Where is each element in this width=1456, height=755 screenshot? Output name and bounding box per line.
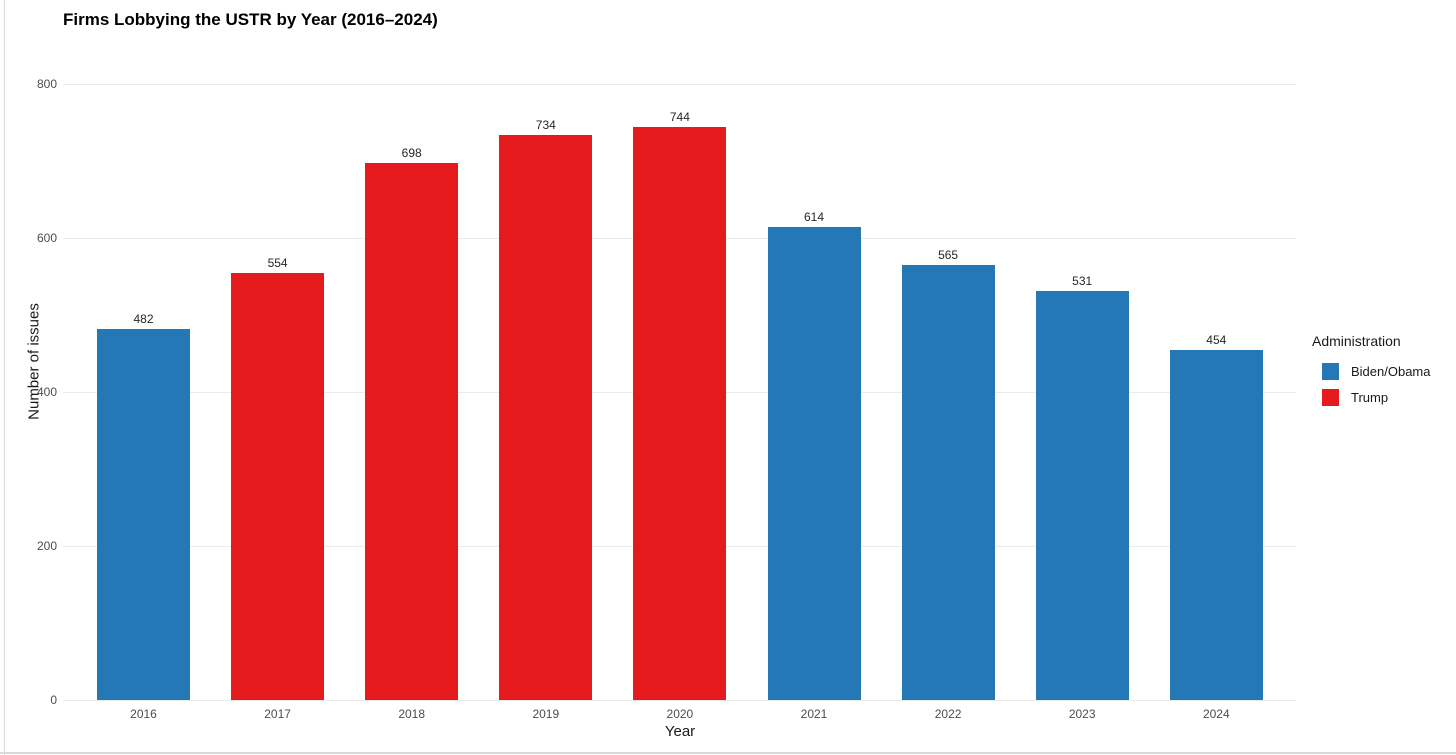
bar-value-label: 531	[1072, 274, 1093, 289]
bar-2017	[231, 273, 325, 700]
bar-value-label: 734	[535, 117, 556, 132]
x-tick-label-2022: 2022	[934, 707, 962, 721]
bar-2019	[499, 134, 593, 700]
x-tick-label-2017: 2017	[264, 707, 291, 721]
chart-title: Firms Lobbying the USTR by Year (2016–20…	[63, 10, 438, 29]
legend-swatch-trump-icon	[1322, 388, 1339, 406]
frame-left-border	[4, 0, 5, 755]
gridline-y-0	[63, 699, 1296, 701]
y-tick-label: 400	[36, 385, 57, 399]
bar-2018	[365, 162, 459, 700]
bar-2020	[633, 127, 727, 700]
bar-value-label: 614	[803, 210, 825, 225]
bar-value-label: 554	[267, 256, 288, 271]
legend-swatch-biden-obama-icon	[1322, 362, 1339, 380]
bar-2016	[97, 328, 190, 700]
x-tick-label-2016: 2016	[130, 707, 157, 721]
x-tick-label-2019: 2019	[532, 707, 560, 721]
bar-value-label: 565	[938, 247, 959, 262]
x-tick-label-2020: 2020	[666, 707, 694, 721]
bar-value-label: 482	[133, 311, 154, 326]
y-tick-label: 0	[50, 693, 57, 707]
x-axis-title: Year	[664, 723, 696, 740]
legend: Administration Biden/Obama Trump	[1312, 333, 1456, 410]
legend-item-label: Trump	[1351, 389, 1389, 405]
bar-2024	[1169, 350, 1263, 700]
x-tick-label-2024: 2024	[1202, 707, 1230, 721]
y-axis-title: Number of issues	[25, 303, 43, 420]
bar-value-label: 454	[1206, 333, 1227, 348]
x-tick-label-2023: 2023	[1068, 707, 1096, 721]
y-tick-label: 200	[36, 539, 57, 553]
y-tick-label: 600	[36, 231, 57, 245]
legend-item-trump: Trump	[1312, 384, 1456, 410]
bar-value-label: 744	[669, 110, 690, 125]
bar-2023	[1035, 291, 1129, 700]
legend-item-biden-obama: Biden/Obama	[1312, 358, 1456, 384]
x-tick-label-2021: 2021	[800, 707, 828, 721]
legend-item-label: Biden/Obama	[1351, 363, 1431, 379]
bar-value-label: 698	[401, 145, 422, 160]
bar-2021	[767, 227, 861, 700]
frame-bottom-border	[0, 752, 1456, 754]
legend-title: Administration	[1312, 333, 1401, 349]
y-tick-label: 800	[36, 77, 57, 91]
gridline-y-800	[63, 83, 1296, 85]
x-tick-label-2018: 2018	[398, 707, 426, 721]
bar-2022	[901, 264, 995, 700]
